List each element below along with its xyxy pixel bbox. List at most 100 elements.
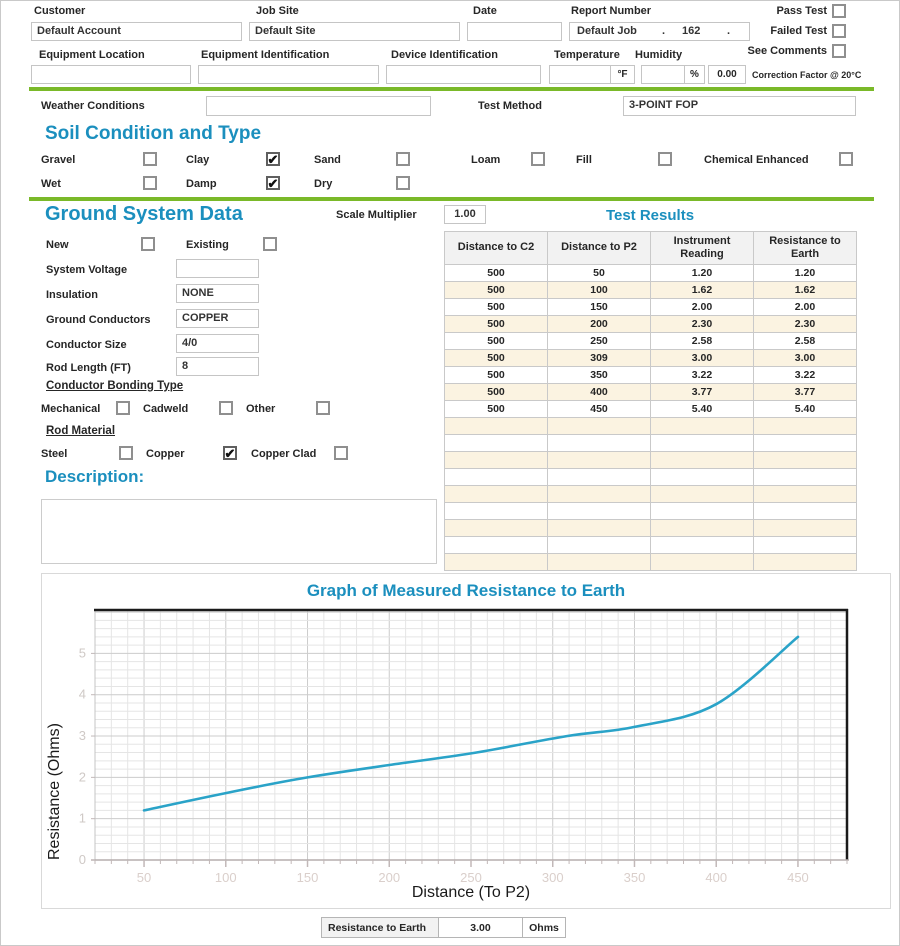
table-cell[interactable] [444, 536, 548, 554]
copper-clad-checkbox[interactable] [334, 446, 348, 460]
table-cell[interactable] [444, 468, 548, 486]
table-cell[interactable] [547, 536, 651, 554]
table-cell[interactable] [753, 434, 857, 452]
table-cell[interactable]: 450 [547, 400, 651, 418]
table-cell[interactable]: 1.62 [650, 281, 754, 299]
table-cell[interactable] [444, 451, 548, 469]
job-site-input[interactable]: Default Site [249, 22, 460, 41]
table-cell[interactable]: 400 [547, 383, 651, 401]
table-cell[interactable]: 2.00 [753, 298, 857, 316]
table-cell[interactable]: 5.40 [650, 400, 754, 418]
table-cell[interactable] [444, 485, 548, 503]
new-checkbox[interactable] [141, 237, 155, 251]
table-cell[interactable]: 500 [444, 264, 548, 282]
sand-checkbox[interactable] [396, 152, 410, 166]
table-cell[interactable]: 3.00 [650, 349, 754, 367]
table-cell[interactable] [753, 485, 857, 503]
gravel-checkbox[interactable] [143, 152, 157, 166]
humidity-input[interactable] [641, 65, 685, 84]
date-input[interactable] [467, 22, 562, 41]
table-cell[interactable] [547, 417, 651, 435]
ground-conductors-input[interactable]: COPPER [176, 309, 259, 328]
see-comments-checkbox[interactable] [832, 44, 846, 58]
conductor-size-input[interactable]: 4/0 [176, 334, 259, 353]
table-cell[interactable] [547, 451, 651, 469]
table-cell[interactable]: 500 [444, 298, 548, 316]
customer-input[interactable]: Default Account [31, 22, 242, 41]
table-cell[interactable] [753, 502, 857, 520]
table-cell[interactable]: 3.00 [753, 349, 857, 367]
table-cell[interactable]: 3.77 [650, 383, 754, 401]
table-cell[interactable]: 3.22 [753, 366, 857, 384]
table-cell[interactable]: 2.58 [650, 332, 754, 350]
description-textarea[interactable] [41, 499, 437, 564]
table-cell[interactable]: 3.77 [753, 383, 857, 401]
table-cell[interactable]: 1.62 [753, 281, 857, 299]
device-identification-input[interactable] [386, 65, 541, 84]
damp-checkbox[interactable]: ✔ [266, 175, 280, 191]
summary-value[interactable]: 3.00 [439, 918, 523, 937]
table-cell[interactable]: 500 [444, 349, 548, 367]
table-cell[interactable] [444, 434, 548, 452]
table-cell[interactable] [547, 553, 651, 571]
table-cell[interactable] [753, 519, 857, 537]
table-cell[interactable]: 500 [444, 383, 548, 401]
table-cell[interactable]: 5.40 [753, 400, 857, 418]
table-cell[interactable]: 2.00 [650, 298, 754, 316]
other-checkbox[interactable] [316, 401, 330, 415]
table-cell[interactable]: 1.20 [753, 264, 857, 282]
rod-length-input[interactable]: 8 [176, 357, 259, 376]
table-cell[interactable]: 350 [547, 366, 651, 384]
table-cell[interactable]: 100 [547, 281, 651, 299]
table-cell[interactable] [650, 468, 754, 486]
table-cell[interactable] [753, 536, 857, 554]
table-cell[interactable]: 500 [444, 315, 548, 333]
system-voltage-input[interactable] [176, 259, 259, 278]
fill-checkbox[interactable] [658, 152, 672, 166]
table-cell[interactable]: 50 [547, 264, 651, 282]
table-cell[interactable] [444, 502, 548, 520]
table-cell[interactable] [753, 451, 857, 469]
table-cell[interactable]: 500 [444, 400, 548, 418]
table-cell[interactable] [753, 553, 857, 571]
cadweld-checkbox[interactable] [219, 401, 233, 415]
report-number-input[interactable]: Default Job . 162 . [569, 22, 750, 41]
wet-checkbox[interactable] [143, 176, 157, 190]
table-cell[interactable] [547, 502, 651, 520]
table-cell[interactable] [650, 536, 754, 554]
table-cell[interactable] [753, 468, 857, 486]
scale-multiplier-input[interactable]: 1.00 [444, 205, 486, 224]
mechanical-checkbox[interactable] [116, 401, 130, 415]
insulation-input[interactable]: NONE [176, 284, 259, 303]
table-cell[interactable] [547, 434, 651, 452]
table-cell[interactable] [547, 485, 651, 503]
table-cell[interactable] [444, 553, 548, 571]
equipment-location-input[interactable] [31, 65, 191, 84]
loam-checkbox[interactable] [531, 152, 545, 166]
weather-conditions-input[interactable] [206, 96, 431, 116]
table-cell[interactable]: 500 [444, 281, 548, 299]
clay-checkbox[interactable]: ✔ [266, 151, 280, 167]
table-cell[interactable]: 2.30 [753, 315, 857, 333]
table-cell[interactable]: 1.20 [650, 264, 754, 282]
table-cell[interactable] [650, 417, 754, 435]
table-cell[interactable] [444, 519, 548, 537]
table-cell[interactable] [650, 451, 754, 469]
steel-checkbox[interactable] [119, 446, 133, 460]
table-cell[interactable] [547, 519, 651, 537]
table-cell[interactable]: 150 [547, 298, 651, 316]
table-cell[interactable]: 500 [444, 332, 548, 350]
table-cell[interactable] [547, 468, 651, 486]
temperature-input[interactable] [549, 65, 611, 84]
pass-test-checkbox[interactable] [832, 4, 846, 18]
copper-checkbox[interactable]: ✔ [223, 445, 237, 461]
table-cell[interactable]: 309 [547, 349, 651, 367]
test-method-input[interactable]: 3-POINT FOP [623, 96, 856, 116]
table-cell[interactable] [650, 519, 754, 537]
dry-checkbox[interactable] [396, 176, 410, 190]
table-cell[interactable] [650, 553, 754, 571]
failed-test-checkbox[interactable] [832, 24, 846, 38]
table-cell[interactable]: 250 [547, 332, 651, 350]
chemical-enhanced-checkbox[interactable] [839, 152, 853, 166]
table-cell[interactable]: 200 [547, 315, 651, 333]
